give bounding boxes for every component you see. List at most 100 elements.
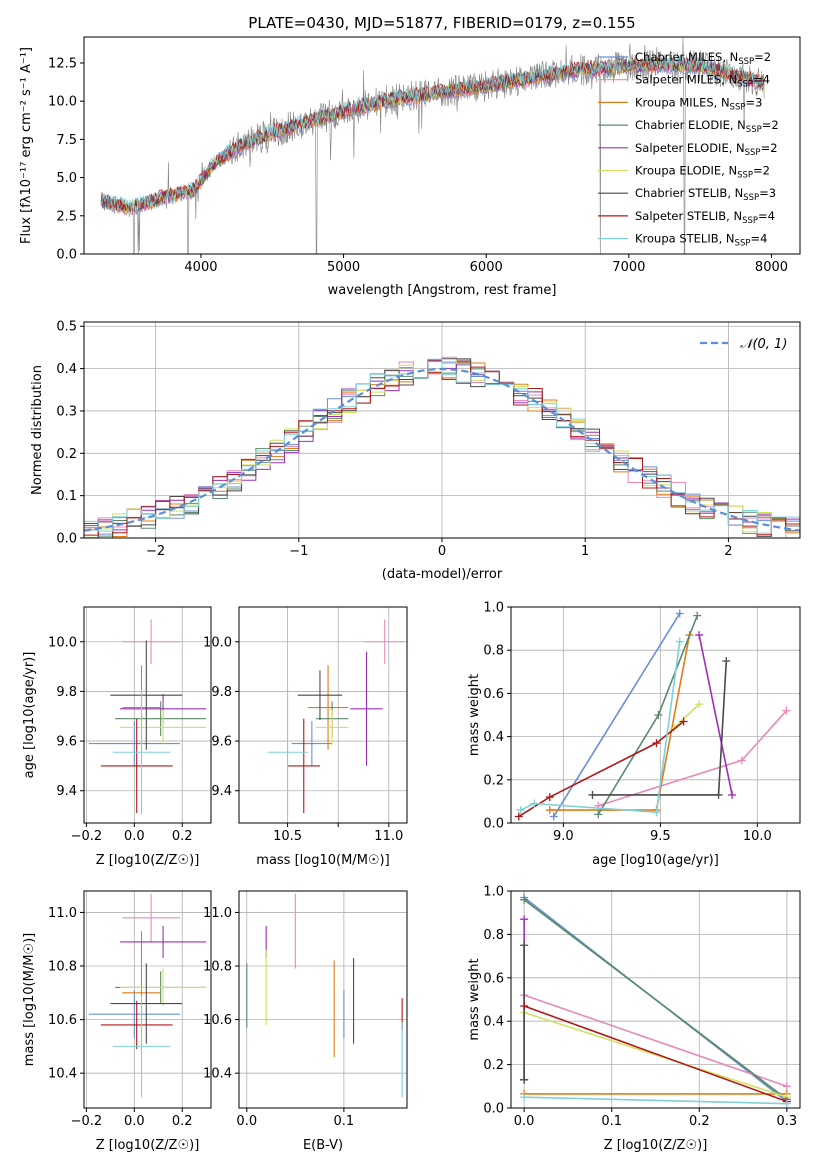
panel-8: 0.0 0.1 0.2 0.3 0.0 0.2 0.4 0.6 0.8 1.0 Z [log10(Z… xyxy=(467,885,801,1153)
weight-marker xyxy=(520,915,529,924)
legend-suffix: =2 xyxy=(761,141,778,155)
legend-label: Chabrier ELODIE, NSSP=2 xyxy=(635,118,779,135)
x-tick-label: 0.3 xyxy=(777,1114,798,1129)
errorbar-point xyxy=(100,1000,173,1050)
x-tick-label: 0.2 xyxy=(689,1114,710,1129)
legend-prefix: Kroupa MILES, N xyxy=(635,95,730,109)
y-tick-label: 0.8 xyxy=(483,644,504,659)
weight-marker xyxy=(737,756,746,765)
x-tick-label: 1 xyxy=(581,544,589,559)
x-axis-label: (data-model)/error xyxy=(382,567,503,582)
y-tick-label: 9.4 xyxy=(211,784,232,799)
legend-label: 𝒩(0, 1) xyxy=(740,337,787,352)
weight-marker xyxy=(594,810,603,819)
weight-marker xyxy=(652,739,661,748)
y-axis-label: age [log10(age/yr)] xyxy=(22,652,37,779)
weight-line xyxy=(523,1011,788,1098)
legend-subscript: SSP xyxy=(737,80,753,90)
errorbar-point xyxy=(307,665,349,750)
errorbar-point xyxy=(100,718,173,814)
weight-marker xyxy=(520,1093,529,1102)
errorbar-point xyxy=(122,619,180,665)
legend-label: Salpeter ELODIE, NSSP=2 xyxy=(635,141,778,158)
x-tick-label: 0.1 xyxy=(601,1114,622,1129)
weight-marker xyxy=(545,793,554,802)
y-tick-label: 12.5 xyxy=(48,56,77,71)
weight-marker xyxy=(693,611,702,620)
x-tick-label: 0.0 xyxy=(124,1114,145,1129)
axes-frame xyxy=(510,606,801,824)
y-tick-label: 0.2 xyxy=(56,447,77,462)
panel-1: 4000 5000 6000 7000 8000 0.0 2.5 5.0 7.5 10.0 12.5… xyxy=(19,14,801,298)
x-tick-label: 0.1 xyxy=(334,1114,355,1129)
model-spectrum xyxy=(100,56,765,212)
panel-3: −0.2 0.0 0.2 9.4 9.6 9.8 10.0 Z [log10(Z/Z☉)] ag… xyxy=(22,606,212,868)
y-tick-label: 0.0 xyxy=(483,1102,504,1117)
x-axis-label: E(B-V) xyxy=(303,1138,343,1153)
errorbar-point xyxy=(119,968,207,1007)
x-tick-label: 0.2 xyxy=(172,829,193,844)
panel-5: 9.0 9.5 10.0 0.0 0.2 0.4 0.6 0.8 1.0 age [log10(a… xyxy=(467,601,801,868)
errorbar-point xyxy=(287,718,320,814)
x-tick-label: 0.0 xyxy=(514,1114,535,1129)
y-tick-label: 0.0 xyxy=(56,248,77,263)
y-tick-label: 0.6 xyxy=(483,687,504,702)
legend-subscript: SSP xyxy=(742,216,758,226)
weight-marker xyxy=(679,717,688,726)
y-tick-label: 11.0 xyxy=(48,906,77,921)
legend-subscript: SSP xyxy=(735,239,751,249)
errorbar-point xyxy=(110,963,183,1044)
legend-suffix: =4 xyxy=(758,209,775,223)
weight-marker xyxy=(654,711,663,719)
x-tick-label: 0.0 xyxy=(236,1114,257,1129)
y-tick-label: 1.0 xyxy=(483,601,504,616)
y-tick-label: 7.5 xyxy=(56,133,77,148)
y-axis-label: mass weight xyxy=(467,958,482,1040)
errorbar-point xyxy=(88,990,180,1039)
x-tick-label: 0.0 xyxy=(124,829,145,844)
legend-subscript: SSP xyxy=(730,102,746,112)
x-tick-label: −2 xyxy=(146,544,165,559)
legend-prefix: Kroupa STELIB, N xyxy=(635,232,735,246)
x-tick-label: 0.2 xyxy=(172,1114,193,1129)
y-tick-label: 0.0 xyxy=(483,817,504,832)
errorbar-point xyxy=(115,701,207,737)
errorbar-point xyxy=(364,619,405,665)
legend-prefix: Salpeter MILES, N xyxy=(635,73,737,87)
x-tick-label: 4000 xyxy=(184,260,217,275)
y-tick-label: 0.4 xyxy=(56,362,77,377)
legend-label: Chabrier STELIB, NSSP=3 xyxy=(635,186,776,203)
errorbar-point xyxy=(88,721,180,766)
errorbar-point xyxy=(122,893,180,942)
x-tick-label: 10.5 xyxy=(273,829,302,844)
panel-2: −2 −1 0 1 2 0.0 0.1 0.2 0.3 0.4 0.5 𝒩(0, 1) (data-mo… xyxy=(30,320,801,582)
y-tick-label: 10.8 xyxy=(203,960,232,975)
legend-suffix: =4 xyxy=(750,232,767,246)
weight-line xyxy=(523,1005,788,1103)
legend-suffix: =4 xyxy=(753,73,770,87)
y-tick-label: 2.5 xyxy=(56,209,77,224)
y-tick-label: 0.4 xyxy=(483,1015,504,1030)
y-tick-label: 10.6 xyxy=(203,1013,232,1028)
weight-line xyxy=(592,660,728,796)
chart-title: PLATE=0430, MJD=51877, FIBERID=0179, z=0… xyxy=(248,14,635,32)
y-tick-label: 0.2 xyxy=(483,773,504,788)
legend-suffix: =3 xyxy=(759,186,776,200)
y-tick-label: 0.6 xyxy=(483,971,504,986)
x-tick-label: 6000 xyxy=(470,260,503,275)
axes-frame xyxy=(238,890,408,1109)
x-axis-label: wavelength [Angstrom, rest frame] xyxy=(328,283,557,298)
x-axis-label: age [log10(age/yr)] xyxy=(592,853,719,868)
errorbar-point xyxy=(291,721,333,766)
legend-label: Kroupa ELODIE, NSSP=2 xyxy=(635,164,770,181)
y-tick-label: 0.0 xyxy=(56,532,77,547)
residual-histogram xyxy=(84,358,800,538)
y-tick-label: 10.8 xyxy=(48,960,77,975)
weight-marker xyxy=(514,812,523,821)
x-tick-label: 11.0 xyxy=(374,829,403,844)
legend-prefix: Salpeter STELIB, N xyxy=(635,209,742,223)
y-tick-label: 0.4 xyxy=(483,730,504,745)
legend-suffix: =2 xyxy=(762,118,779,132)
panel-7: 0.0 0.1 10.4 10.6 10.8 11.0 E(B-V) xyxy=(203,890,408,1153)
weight-marker xyxy=(652,808,661,817)
